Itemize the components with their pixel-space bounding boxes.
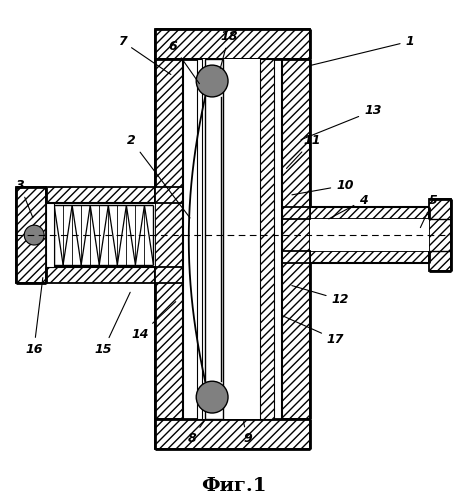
Bar [282, 59, 310, 419]
Text: Фиг.1: Фиг.1 [201, 476, 266, 494]
Bar [282, 251, 310, 263]
Bar [46, 267, 156, 283]
Bar [197, 59, 202, 419]
Bar [310, 208, 429, 219]
Text: 5: 5 [420, 194, 438, 228]
Text: 15: 15 [95, 292, 130, 356]
Bar [16, 188, 46, 283]
Bar [202, 59, 260, 419]
Circle shape [196, 65, 228, 97]
Text: 17: 17 [283, 316, 344, 346]
Circle shape [24, 225, 44, 245]
Bar [156, 188, 184, 204]
Bar [46, 188, 156, 204]
Bar [46, 204, 156, 267]
Bar [429, 200, 451, 271]
Text: 11: 11 [286, 134, 321, 168]
Text: 9: 9 [243, 422, 252, 446]
Text: 6: 6 [169, 40, 199, 84]
Bar [156, 59, 184, 419]
Text: 8: 8 [187, 422, 204, 446]
Text: 13: 13 [301, 104, 382, 140]
Text: 14: 14 [132, 302, 176, 341]
Bar [282, 208, 310, 219]
Bar [156, 30, 310, 59]
Text: 18: 18 [220, 30, 238, 68]
Bar [310, 219, 429, 251]
Bar [156, 419, 310, 449]
Text: 7: 7 [118, 34, 171, 74]
Bar [260, 59, 274, 419]
Text: 16: 16 [25, 278, 43, 356]
Bar [310, 251, 429, 263]
Text: 10: 10 [292, 179, 354, 195]
Bar [156, 267, 184, 283]
Bar [46, 204, 54, 267]
Text: 4: 4 [329, 194, 368, 219]
Bar [205, 59, 223, 419]
Circle shape [196, 381, 228, 413]
Bar [184, 59, 282, 419]
Text: 1: 1 [311, 34, 414, 66]
Text: 12: 12 [292, 286, 349, 306]
Text: 3: 3 [15, 179, 33, 218]
Text: 2: 2 [127, 134, 190, 218]
